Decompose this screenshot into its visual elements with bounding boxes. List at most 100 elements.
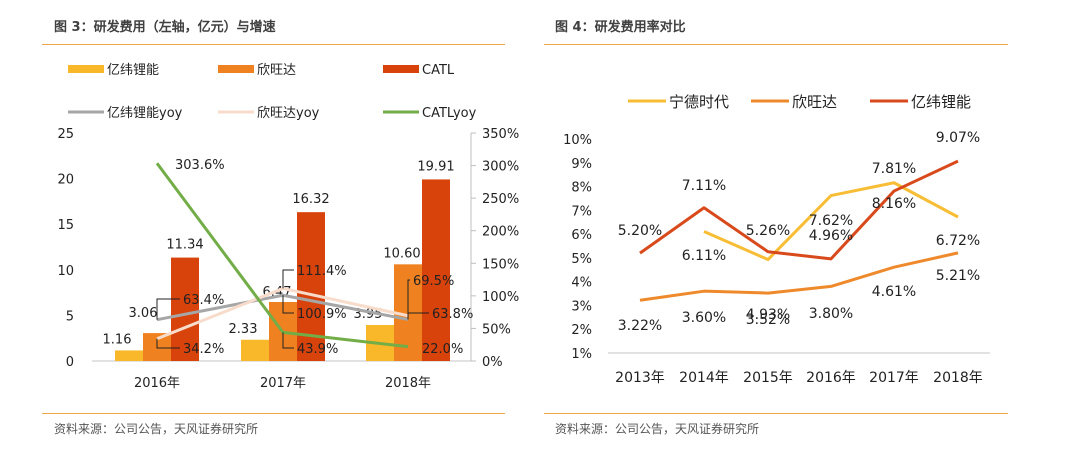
- leader-line: [156, 338, 180, 349]
- y-tick-label: 5: [66, 309, 74, 324]
- line-data-label: 34.2%: [183, 342, 224, 357]
- line-data-label: 5.26%: [746, 223, 790, 239]
- legend-label-3: 亿纬锂能yoy: [107, 106, 183, 121]
- x-tick-label: 2018年: [933, 370, 983, 386]
- line-data-label: 111.4%: [297, 264, 347, 279]
- y-tick-label: 8%: [571, 181, 592, 196]
- legend-swatch-2: [383, 65, 419, 73]
- x-tick-label: 2018年: [385, 376, 431, 391]
- line-data-label: 63.4%: [183, 293, 224, 308]
- figure-4-top-rule: [544, 44, 1008, 45]
- bar-亿纬锂能: [115, 350, 143, 361]
- leader-line: [407, 279, 410, 316]
- leader-line: [156, 298, 180, 320]
- y2-tick-label: 250%: [482, 192, 519, 207]
- x-tick-label: 2016年: [134, 376, 180, 391]
- bar-data-label: 1.16: [103, 332, 132, 347]
- figure-3-panel: 图 3：研发费用（左轴，亿元）与增速 亿纬锂能 欣旺达 CATL 亿纬锂能yoy 欣旺达…: [42, 20, 519, 436]
- line-data-label: 22.0%: [422, 342, 463, 357]
- line-data-label: 7.62%: [809, 213, 853, 229]
- figure-3-top-rule: [42, 44, 505, 45]
- y-tick-label: 7%: [571, 204, 592, 219]
- figure-3-source: 资料来源：公司公告，天风证券研究所: [54, 422, 259, 436]
- bar-data-label: 3.06: [129, 306, 158, 321]
- line-data-label: 43.9%: [297, 342, 338, 357]
- figure-3-title: 图 3：研发费用（左轴，亿元）与增速: [54, 20, 276, 35]
- x-tick-label: 2016年: [806, 370, 856, 386]
- bar-data-label: 16.32: [292, 192, 329, 207]
- y-tick-label: 25: [57, 127, 74, 142]
- line-data-label: 4.61%: [872, 284, 916, 300]
- y-tick-label: 6%: [571, 228, 592, 243]
- legend-label-0: 宁德时代: [669, 93, 729, 111]
- legend-label-0: 亿纬锂能: [107, 63, 159, 78]
- bar-data-label: 2.33: [229, 322, 258, 337]
- figure-3-bottom-rule: [42, 413, 505, 414]
- y-tick-label: 3%: [571, 299, 592, 314]
- line-欣旺达: [639, 251, 959, 302]
- y2-tick-label: 50%: [482, 322, 511, 337]
- leader-line: [282, 295, 294, 314]
- line-data-label: 3.80%: [809, 306, 853, 322]
- legend-label-4: 欣旺达yoy: [257, 106, 320, 121]
- line-data-label: 7.81%: [872, 161, 916, 177]
- line-data-label: 303.6%: [175, 158, 225, 173]
- bar-CATL: [422, 179, 450, 361]
- line-宁德时代: [703, 181, 959, 262]
- y-tick-label: 10%: [563, 133, 592, 148]
- y-tick-label: 20: [57, 173, 74, 188]
- leader-line: [282, 332, 294, 349]
- legend-swatch-0: [68, 65, 104, 73]
- y-tick-label: 9%: [571, 157, 592, 172]
- y-tick-label: 4%: [571, 276, 592, 291]
- figure-4-title: 图 4：研发费用率对比: [555, 20, 686, 35]
- line-data-label: 7.11%: [682, 178, 726, 194]
- bar-data-label: 19.91: [417, 159, 454, 174]
- x-tick-label: 2014年: [679, 370, 729, 386]
- y-tick-label: 1%: [571, 347, 592, 362]
- bar-亿纬锂能: [241, 339, 269, 361]
- line-data-label: 6.72%: [936, 233, 980, 249]
- rd-ratio-chart: 宁德时代 欣旺达 亿纬锂能 1% 2% 3% 4% 5% 6% 7% 8% 9% 10% 2013年 201…: [563, 93, 990, 386]
- legend-label-1: 欣旺达: [792, 93, 837, 111]
- y-tick-label: 15: [57, 218, 74, 233]
- legend-label-2: CATL: [422, 63, 455, 78]
- y2-tick-label: 300%: [482, 160, 519, 175]
- figure-4-panel: 图 4：研发费用率对比 宁德时代 欣旺达 亿纬锂能 1% 2% 3% 4% 5% 6% 7% 8% 9…: [540, 0, 1080, 460]
- line-data-label: 3.52%: [746, 312, 790, 328]
- legend-label-5: CATLyoy: [422, 106, 477, 121]
- line-data-label: 8.16%: [872, 196, 916, 212]
- y-tick-label: 2%: [571, 323, 592, 338]
- rd-expense-chart: 亿纬锂能 欣旺达 CATL 亿纬锂能yoy 欣旺达yoy CATLyoy 0 5 10 15 20 2…: [57, 63, 519, 391]
- x-tick-label: 2013年: [615, 370, 665, 386]
- line-data-label: 63.8%: [432, 307, 473, 322]
- y2-tick-label: 100%: [482, 290, 519, 305]
- line-亿纬锂能: [639, 159, 959, 261]
- y2-tick-label: 200%: [482, 225, 519, 240]
- y2-tick-label: 150%: [482, 257, 519, 272]
- line-data-label: 9.07%: [936, 130, 980, 146]
- line-data-label: 3.60%: [682, 310, 726, 326]
- line-data-label: 5.20%: [618, 223, 662, 239]
- y2-tick-label: 0%: [482, 355, 503, 370]
- y2-tick-label: 350%: [482, 127, 519, 142]
- line-data-label: 69.5%: [413, 274, 454, 289]
- leader-line: [282, 269, 294, 289]
- legend-label-1: 欣旺达: [257, 63, 296, 78]
- figure-4-bottom-rule: [544, 413, 1008, 414]
- line-data-label: 4.96%: [809, 228, 853, 244]
- line-data-label: 4.93%: [746, 307, 790, 323]
- y-tick-label: 0: [66, 355, 74, 370]
- bar-CATL: [171, 257, 199, 361]
- legend-swatch-1: [218, 65, 254, 73]
- y-tick-label: 10: [57, 264, 74, 279]
- figure-4-source: 资料来源：公司公告，天风证券研究所: [555, 422, 760, 436]
- x-tick-label: 2017年: [869, 370, 919, 386]
- bar-data-label: 10.60: [383, 246, 420, 261]
- bar-data-label: 11.34: [166, 238, 203, 253]
- bar-CATL: [297, 212, 325, 361]
- y-tick-label: 5%: [571, 252, 592, 267]
- line-data-label: 100.9%: [297, 307, 347, 322]
- line-data-label: 3.22%: [618, 318, 662, 334]
- x-tick-label: 2015年: [743, 370, 793, 386]
